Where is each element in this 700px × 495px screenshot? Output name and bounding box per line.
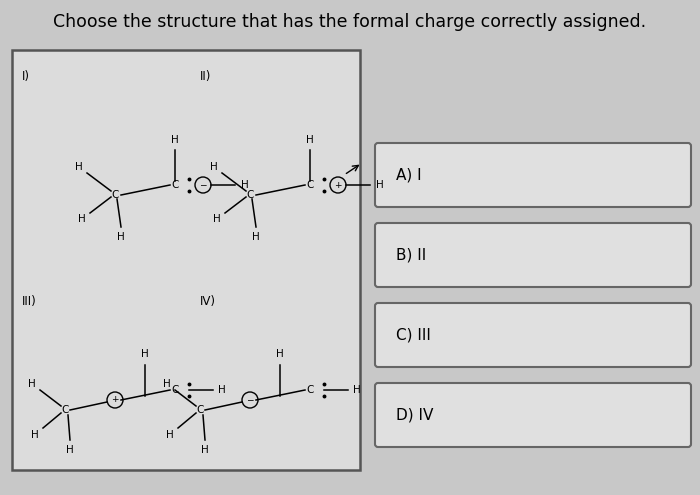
FancyBboxPatch shape xyxy=(375,223,691,287)
Text: H: H xyxy=(31,430,39,440)
Text: C: C xyxy=(196,405,204,415)
Text: H: H xyxy=(241,180,249,190)
Text: C: C xyxy=(307,385,314,395)
Text: C: C xyxy=(172,180,178,190)
Text: H: H xyxy=(66,445,74,455)
Text: C: C xyxy=(172,385,178,395)
Text: II): II) xyxy=(200,70,211,83)
Text: −: − xyxy=(246,396,253,404)
Text: H: H xyxy=(171,135,179,145)
Text: A) I: A) I xyxy=(396,167,421,183)
Text: Choose the structure that has the formal charge correctly assigned.: Choose the structure that has the formal… xyxy=(53,13,647,31)
Text: D) IV: D) IV xyxy=(396,407,433,423)
Text: H: H xyxy=(276,349,284,359)
Text: C: C xyxy=(307,180,314,190)
FancyBboxPatch shape xyxy=(375,143,691,207)
Text: C) III: C) III xyxy=(396,328,431,343)
Text: H: H xyxy=(117,232,125,242)
Text: H: H xyxy=(376,180,384,190)
Text: H: H xyxy=(28,379,36,389)
Text: C: C xyxy=(111,190,119,200)
FancyBboxPatch shape xyxy=(375,303,691,367)
Text: −: − xyxy=(199,181,206,190)
Text: B) II: B) II xyxy=(396,248,426,262)
Text: IV): IV) xyxy=(200,295,216,308)
Text: +: + xyxy=(335,181,342,190)
Text: +: + xyxy=(111,396,119,404)
Text: III): III) xyxy=(22,295,36,308)
Text: H: H xyxy=(213,214,221,224)
Text: H: H xyxy=(353,385,361,395)
Text: H: H xyxy=(166,430,174,440)
Text: H: H xyxy=(306,135,314,145)
Text: H: H xyxy=(78,214,86,224)
Text: H: H xyxy=(218,385,226,395)
FancyBboxPatch shape xyxy=(12,50,360,470)
Text: H: H xyxy=(141,349,149,359)
Text: C: C xyxy=(246,190,253,200)
Text: I): I) xyxy=(22,70,30,83)
Text: H: H xyxy=(252,232,260,242)
Text: H: H xyxy=(75,162,83,172)
Text: C: C xyxy=(62,405,69,415)
Text: H: H xyxy=(210,162,218,172)
Text: H: H xyxy=(201,445,209,455)
Text: H: H xyxy=(163,379,171,389)
FancyBboxPatch shape xyxy=(375,383,691,447)
